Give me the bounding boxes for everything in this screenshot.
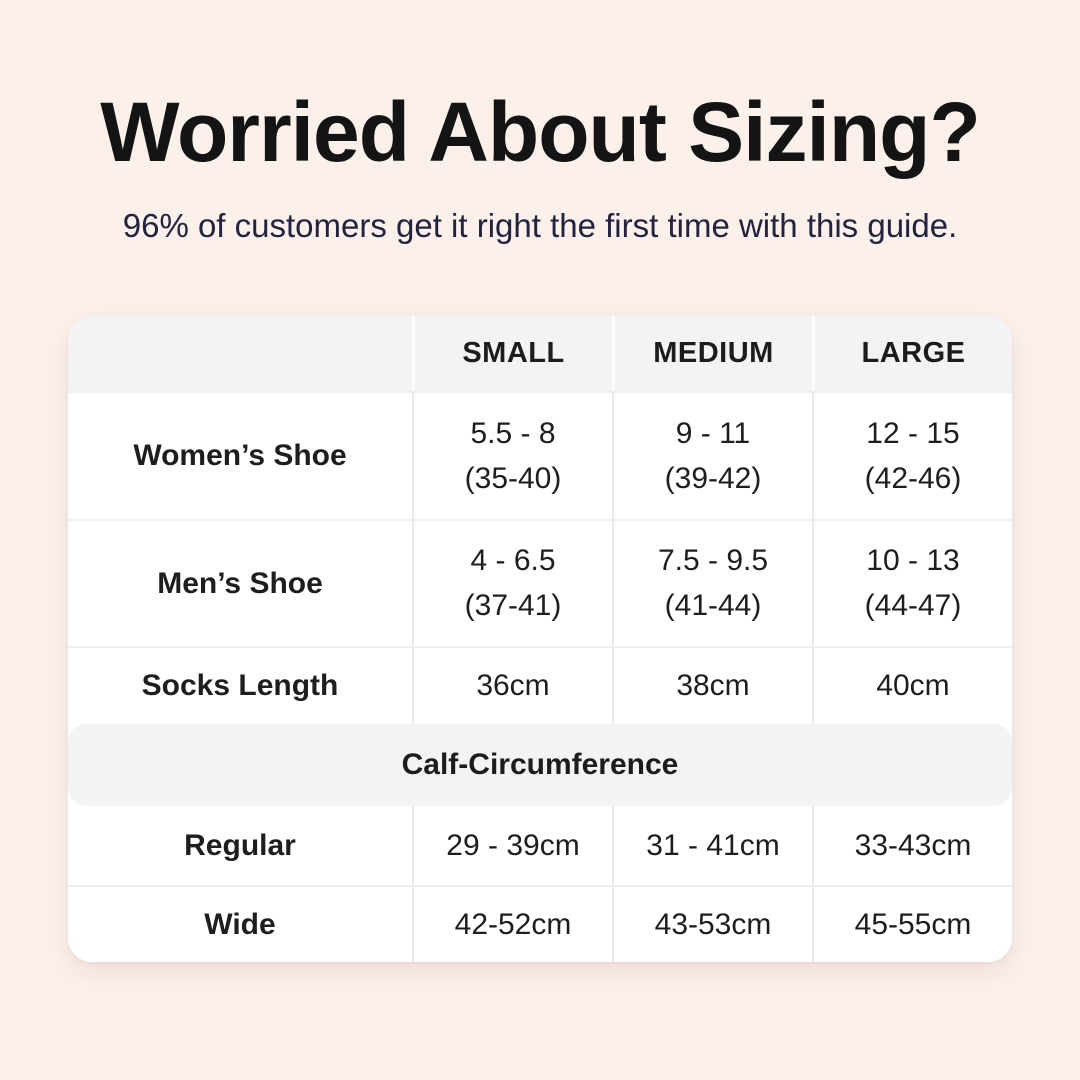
cell-regular-small: 29 - 39cm — [412, 806, 612, 885]
cell-mens-large: 10 - 13 (44-47) — [812, 519, 1012, 646]
cell-mens-medium: 7.5 - 9.5 (41-44) — [612, 519, 812, 646]
header-medium: MEDIUM — [612, 316, 812, 391]
cell-wide-medium: 43-53cm — [612, 885, 812, 962]
eu-size-range: (42-46) — [864, 461, 962, 495]
cell-mens-small: 4 - 6.5 (37-41) — [412, 519, 612, 646]
row-label-socks-length: Socks Length — [68, 646, 412, 724]
size-table: SMALL MEDIUM LARGE Women’s Shoe 5.5 - 8 … — [68, 316, 1012, 962]
header-small: SMALL — [412, 316, 612, 391]
cell-womens-large: 12 - 15 (42-46) — [812, 391, 1012, 519]
header-large: LARGE — [812, 316, 1012, 391]
header-empty-cell — [68, 316, 412, 391]
page-subtitle: 96% of customers get it right the first … — [122, 207, 958, 244]
cell-wide-small: 42-52cm — [412, 885, 612, 962]
cell-socks-small: 36cm — [412, 646, 612, 724]
cell-regular-large: 33-43cm — [812, 806, 1012, 885]
cell-socks-large: 40cm — [812, 646, 1012, 724]
us-size-range: 12 - 15 — [866, 416, 960, 450]
section-header-calf-circumference: Calf-Circumference — [68, 724, 1012, 806]
cell-womens-small: 5.5 - 8 (35-40) — [412, 391, 612, 519]
eu-size-range: (41-44) — [664, 589, 762, 622]
row-label-wide: Wide — [68, 885, 412, 962]
cell-regular-medium: 31 - 41cm — [612, 806, 812, 885]
eu-size-range: (35-40) — [464, 461, 562, 495]
cell-wide-large: 45-55cm — [812, 885, 1012, 962]
us-size-range: 10 - 13 — [866, 544, 960, 577]
us-size-range: 4 - 6.5 — [470, 544, 556, 577]
cell-womens-medium: 9 - 11 (39-42) — [612, 391, 812, 519]
eu-size-range: (44-47) — [864, 589, 962, 622]
row-label-mens-shoe: Men’s Shoe — [68, 519, 412, 646]
us-size-range: 9 - 11 — [675, 416, 751, 450]
eu-size-range: (39-42) — [664, 461, 762, 495]
us-size-range: 5.5 - 8 — [470, 416, 556, 450]
row-label-womens-shoe: Women’s Shoe — [68, 391, 412, 519]
row-label-regular: Regular — [68, 806, 412, 885]
eu-size-range: (37-41) — [464, 589, 562, 622]
us-size-range: 7.5 - 9.5 — [657, 544, 769, 577]
cell-socks-medium: 38cm — [612, 646, 812, 724]
page-title: Worried About Sizing? — [100, 85, 981, 179]
